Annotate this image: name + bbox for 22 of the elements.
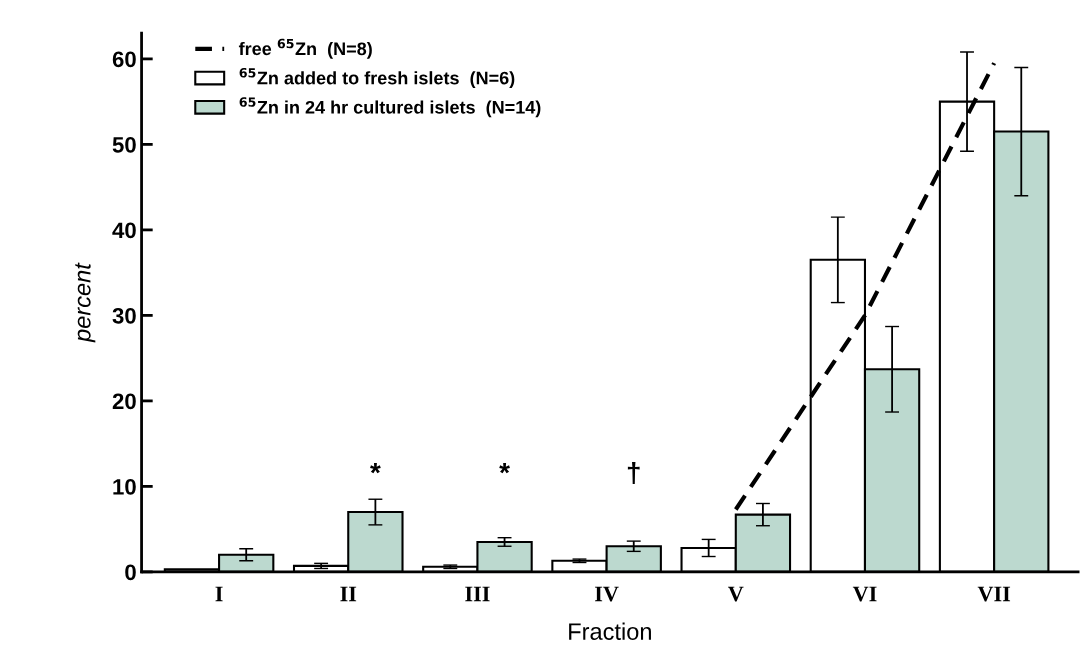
y-tick-label: 20	[112, 393, 136, 410]
x-tick-label: VI	[852, 586, 877, 602]
y-tick-label: 60	[112, 51, 136, 68]
y-tick-label: 0	[125, 564, 136, 581]
legend-label: $^{65}$Zn added to fresh islets (N=6)	[239, 67, 515, 88]
legend-label: $^{65}$Zn in 24 hr cultured islets (N=14)	[239, 97, 541, 118]
x-axis-title: Fraction	[569, 622, 651, 640]
x-tick-label: II	[340, 586, 357, 602]
x-tick-label: IV	[595, 586, 619, 602]
y-tick-label: 40	[112, 222, 136, 239]
annotation: *	[370, 463, 381, 474]
y-tick-label: 30	[112, 307, 136, 324]
x-tick-label: V	[728, 586, 744, 602]
y-axis-title: percent	[75, 262, 96, 343]
x-tick-label: VII	[977, 586, 1011, 602]
y-tick-label: 10	[113, 478, 136, 495]
legend-label: free $^{65}$Zn (N=8)	[238, 38, 372, 59]
x-tick-label: I	[215, 586, 223, 602]
y-tick-label: 50	[112, 136, 136, 153]
x-tick-label: III	[465, 586, 490, 602]
annotation: †	[627, 462, 640, 484]
annotation: *	[499, 463, 510, 474]
